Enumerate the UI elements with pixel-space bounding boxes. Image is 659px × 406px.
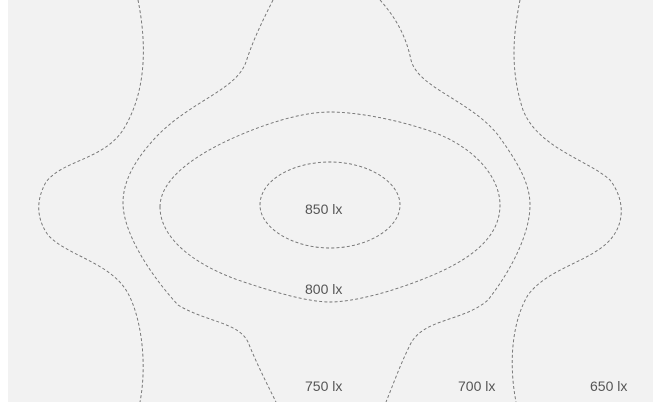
label-850: 850 lx bbox=[305, 201, 342, 217]
diagram-background bbox=[8, 0, 653, 402]
isolux-diagram: 850 lx 800 lx 750 lx 700 lx 650 lx bbox=[8, 0, 653, 402]
contour-700-left bbox=[38, 0, 144, 402]
contour-850 bbox=[259, 161, 401, 249]
label-800: 800 lx bbox=[305, 281, 342, 297]
contour-750-right bbox=[379, 0, 531, 402]
label-650: 650 lx bbox=[590, 378, 627, 394]
label-750: 750 lx bbox=[305, 378, 342, 394]
contour-700-right bbox=[511, 0, 622, 402]
contour-plot: 850 lx 800 lx 750 lx 700 lx 650 lx bbox=[38, 0, 627, 402]
contour-800 bbox=[159, 111, 501, 303]
label-700: 700 lx bbox=[458, 378, 495, 394]
contour-750-left bbox=[122, 0, 277, 402]
